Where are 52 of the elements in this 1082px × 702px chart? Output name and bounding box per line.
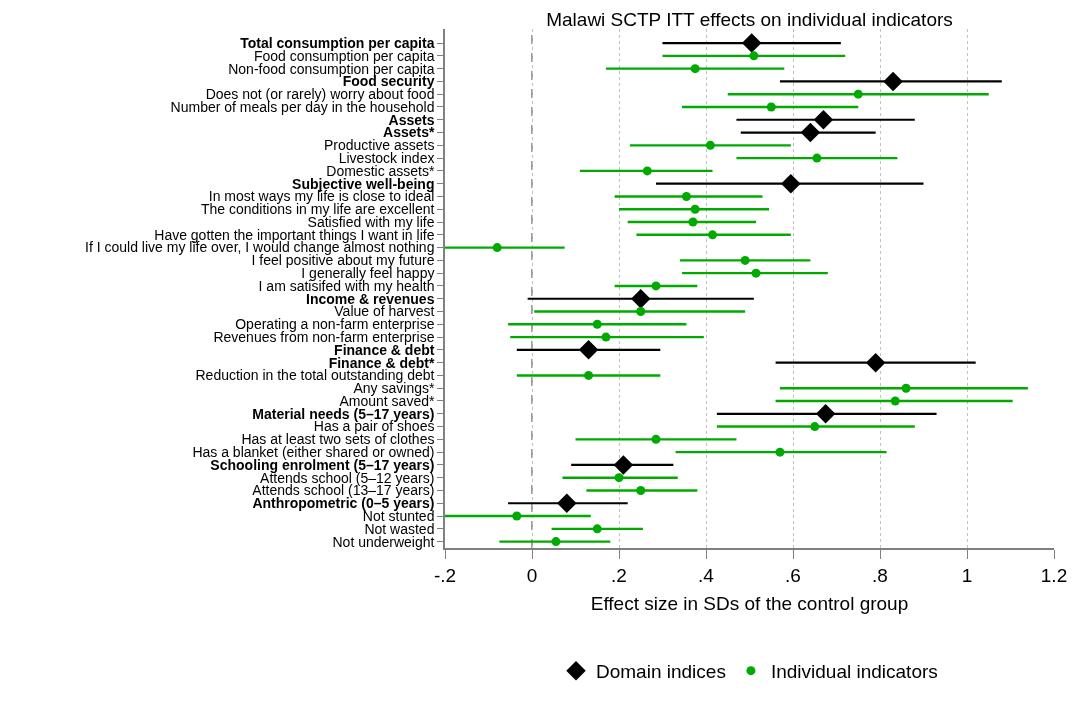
x-tick-label: 1.2 [1040,564,1068,586]
point [766,102,776,112]
point [708,230,718,240]
point [681,191,691,201]
x-tick-label: 0 [526,564,538,586]
point [751,268,761,278]
point [781,173,801,194]
point [651,434,661,444]
point [740,255,750,265]
point [810,422,820,432]
x-tick-label: .4 [698,564,715,586]
point [741,33,762,53]
x-tick-label: .2 [611,564,627,586]
x-tick-label: 1 [961,564,973,586]
point [890,396,900,406]
x-tick-label: .6 [785,564,801,586]
point [815,404,836,424]
point [636,307,646,317]
point [584,370,594,380]
point [578,340,599,360]
legend-label: Individual indicators [770,661,938,683]
x-tick-label: .8 [872,564,888,586]
point [601,332,611,342]
point [705,140,715,150]
point [592,319,602,329]
point [901,383,911,393]
point [688,217,698,227]
point [853,89,863,99]
point [592,524,602,534]
point [812,153,822,163]
x-axis-title: Effect size in SDs of the control group [590,592,909,614]
point [690,64,700,74]
point [651,281,661,291]
point [865,352,886,373]
point [883,71,903,92]
point [613,455,634,475]
point [690,204,700,214]
legend-label: Domain indices [596,661,726,683]
x-tick-label: -.2 [433,564,457,586]
point [642,166,652,176]
point [775,447,785,457]
point [492,243,502,253]
point [631,288,651,309]
chart-title: Malawi SCTP ITT effects on individual indicators [546,8,953,30]
point [614,473,624,483]
point [551,537,561,547]
point [749,51,759,61]
point [800,122,821,143]
point [512,511,522,521]
point [636,485,646,495]
point [557,493,577,514]
point [813,110,834,130]
